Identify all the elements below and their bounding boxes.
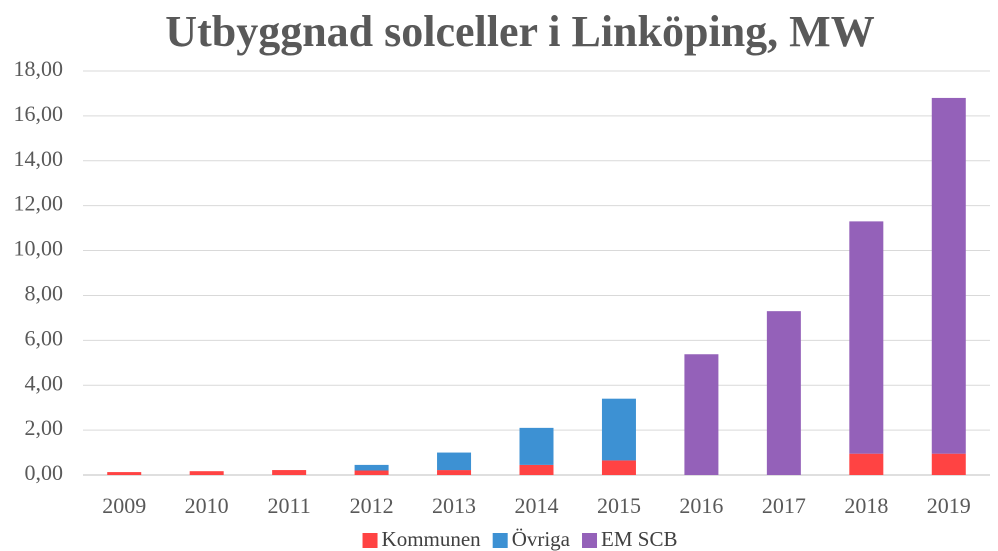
bar-segment: [354, 470, 389, 475]
bar-segment: [107, 472, 142, 475]
legend-label: Övriga: [512, 527, 571, 551]
y-tick-label: 8,00: [25, 280, 64, 305]
y-tick-label: 6,00: [25, 325, 64, 350]
x-tick-label: 2009: [102, 493, 146, 518]
legend-swatch: [582, 533, 598, 548]
bar-segment: [766, 311, 801, 475]
bar-segment: [931, 453, 966, 475]
bar-segment: [601, 398, 636, 461]
x-tick-label: 2010: [185, 493, 229, 518]
x-tick-label: 2016: [679, 493, 723, 518]
bar-segment: [931, 97, 966, 454]
x-tick-label: 2019: [927, 493, 971, 518]
bar-segment: [519, 464, 554, 475]
bar-segment: [437, 470, 472, 475]
bar-segment: [684, 354, 719, 475]
x-tick-label: 2018: [844, 493, 888, 518]
bar-segment: [849, 453, 884, 475]
y-tick-label: 10,00: [14, 236, 64, 261]
legend-label: Kommunen: [382, 527, 482, 551]
legend-swatch: [362, 533, 378, 548]
x-tick-label: 2015: [597, 493, 641, 518]
chart-title: Utbyggnad solceller i Linköping, MW: [165, 7, 874, 56]
legend-label: EM SCB: [601, 527, 677, 551]
y-tick-label: 18,00: [14, 56, 64, 81]
bar-segment: [849, 221, 884, 454]
x-tick-label: 2017: [762, 493, 806, 518]
x-tick-label: 2014: [515, 493, 559, 518]
x-tick-label: 2013: [432, 493, 476, 518]
y-tick-label: 14,00: [14, 146, 64, 171]
bar-segment: [519, 427, 554, 465]
bar-segment: [189, 471, 224, 475]
y-tick-label: 12,00: [14, 191, 64, 216]
y-tick-label: 0,00: [25, 460, 64, 485]
x-tick-label: 2011: [268, 493, 311, 518]
y-tick-label: 16,00: [14, 101, 64, 126]
bar-segment: [437, 452, 472, 471]
bar-segment: [354, 464, 389, 471]
bar-segment: [272, 470, 307, 475]
bar-segment: [601, 460, 636, 475]
y-tick-label: 2,00: [25, 415, 64, 440]
y-tick-label: 4,00: [25, 370, 64, 395]
x-tick-label: 2012: [350, 493, 394, 518]
legend-swatch: [492, 533, 508, 548]
